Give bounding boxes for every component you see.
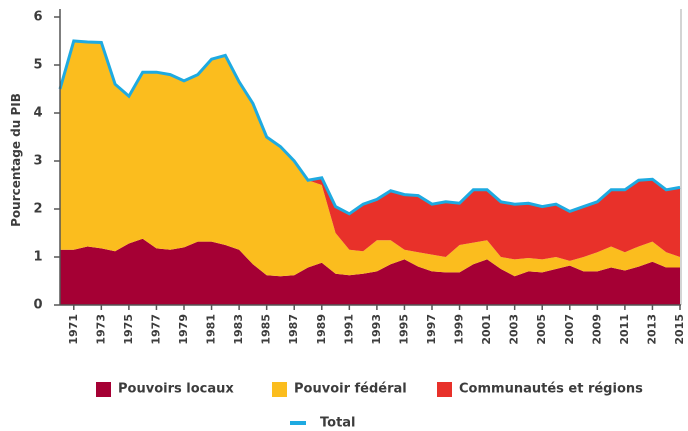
- legend-label: Pouvoir fédéral: [294, 382, 407, 397]
- x-tick-label: 1997: [425, 314, 438, 345]
- x-tick-label: 2013: [645, 314, 658, 345]
- x-tick-label: 2005: [535, 314, 548, 345]
- x-tick-label: 1975: [122, 314, 135, 345]
- legend-label: Total: [320, 416, 356, 431]
- x-tick-label: 2003: [508, 314, 521, 345]
- x-tick-label: 1983: [232, 314, 245, 345]
- area: [60, 238, 680, 305]
- y-tick-label: 6: [33, 10, 42, 25]
- y-tick-label: 1: [33, 250, 42, 265]
- x-tick-label: 1999: [453, 314, 466, 345]
- y-tick-label: 4: [33, 106, 42, 121]
- x-tick-label: 2009: [590, 314, 603, 345]
- x-tick-label: 1971: [67, 314, 80, 345]
- x-tick-label: 2001: [480, 314, 493, 345]
- x-tick-label: 1989: [315, 314, 328, 345]
- x-tick-label: 1991: [342, 314, 355, 345]
- legend-label: Pouvoirs locaux: [118, 382, 234, 397]
- x-tick-label: 1977: [149, 314, 162, 345]
- legend-swatch: [96, 382, 111, 397]
- legend-label: Communautés et régions: [459, 382, 643, 397]
- x-tick-label: 1985: [260, 314, 273, 345]
- x-tick-label: 1993: [370, 314, 383, 345]
- legend-swatch: [437, 382, 452, 397]
- x-tick-label: 2007: [563, 314, 576, 345]
- y-tick-label: 2: [33, 202, 42, 217]
- area: [60, 41, 680, 277]
- x-tick-label: 1979: [177, 314, 190, 345]
- x-tick-label: 1973: [94, 314, 107, 345]
- legend-swatch: [272, 382, 287, 397]
- x-tick-label: 1981: [205, 314, 218, 345]
- area: [60, 41, 680, 261]
- y-axis-label: Pourcentage du PIB: [9, 93, 23, 227]
- x-tick-label: 2015: [673, 314, 686, 345]
- x-tick-label: 2011: [618, 314, 631, 345]
- x-tick-label: 1987: [287, 314, 300, 345]
- x-tick-label: 1995: [397, 314, 410, 345]
- y-tick-label: 3: [33, 154, 42, 169]
- y-tick-label: 0: [33, 298, 42, 313]
- total-line: [58, 39, 681, 216]
- y-tick-label: 5: [33, 58, 42, 73]
